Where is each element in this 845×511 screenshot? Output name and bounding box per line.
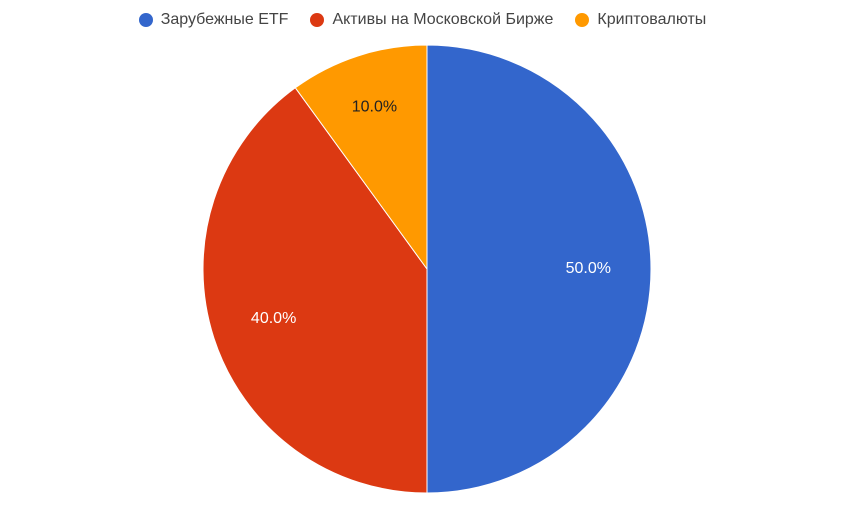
pie-slice-moex-assets[interactable]	[202, 87, 428, 494]
legend-label: Активы на Московской Бирже	[332, 11, 554, 28]
legend-item-crypto[interactable]: Криптовалюты	[575, 11, 706, 29]
legend-color-dot	[310, 13, 325, 27]
legend-label: Криптовалюты	[597, 11, 707, 28]
legend-item-foreign-etf[interactable]: Зарубежные ETF	[138, 11, 289, 29]
legend-color-dot	[575, 13, 590, 27]
pie-slice-foreign-etf[interactable]	[426, 44, 652, 494]
chart-legend: Зарубежные ETF Активы на Московской Бирж…	[0, 0, 845, 40]
legend-color-dot	[138, 13, 153, 27]
legend-label: Зарубежные ETF	[160, 11, 289, 28]
slice-label-crypto: 10.0%	[352, 98, 397, 115]
pie-slice-crypto[interactable]	[294, 44, 428, 271]
slice-label-moex-assets: 40.0%	[251, 310, 296, 327]
legend-item-moex-assets[interactable]: Активы на Московской Бирже	[310, 11, 553, 29]
slice-label-foreign-etf: 50.0%	[566, 260, 611, 277]
